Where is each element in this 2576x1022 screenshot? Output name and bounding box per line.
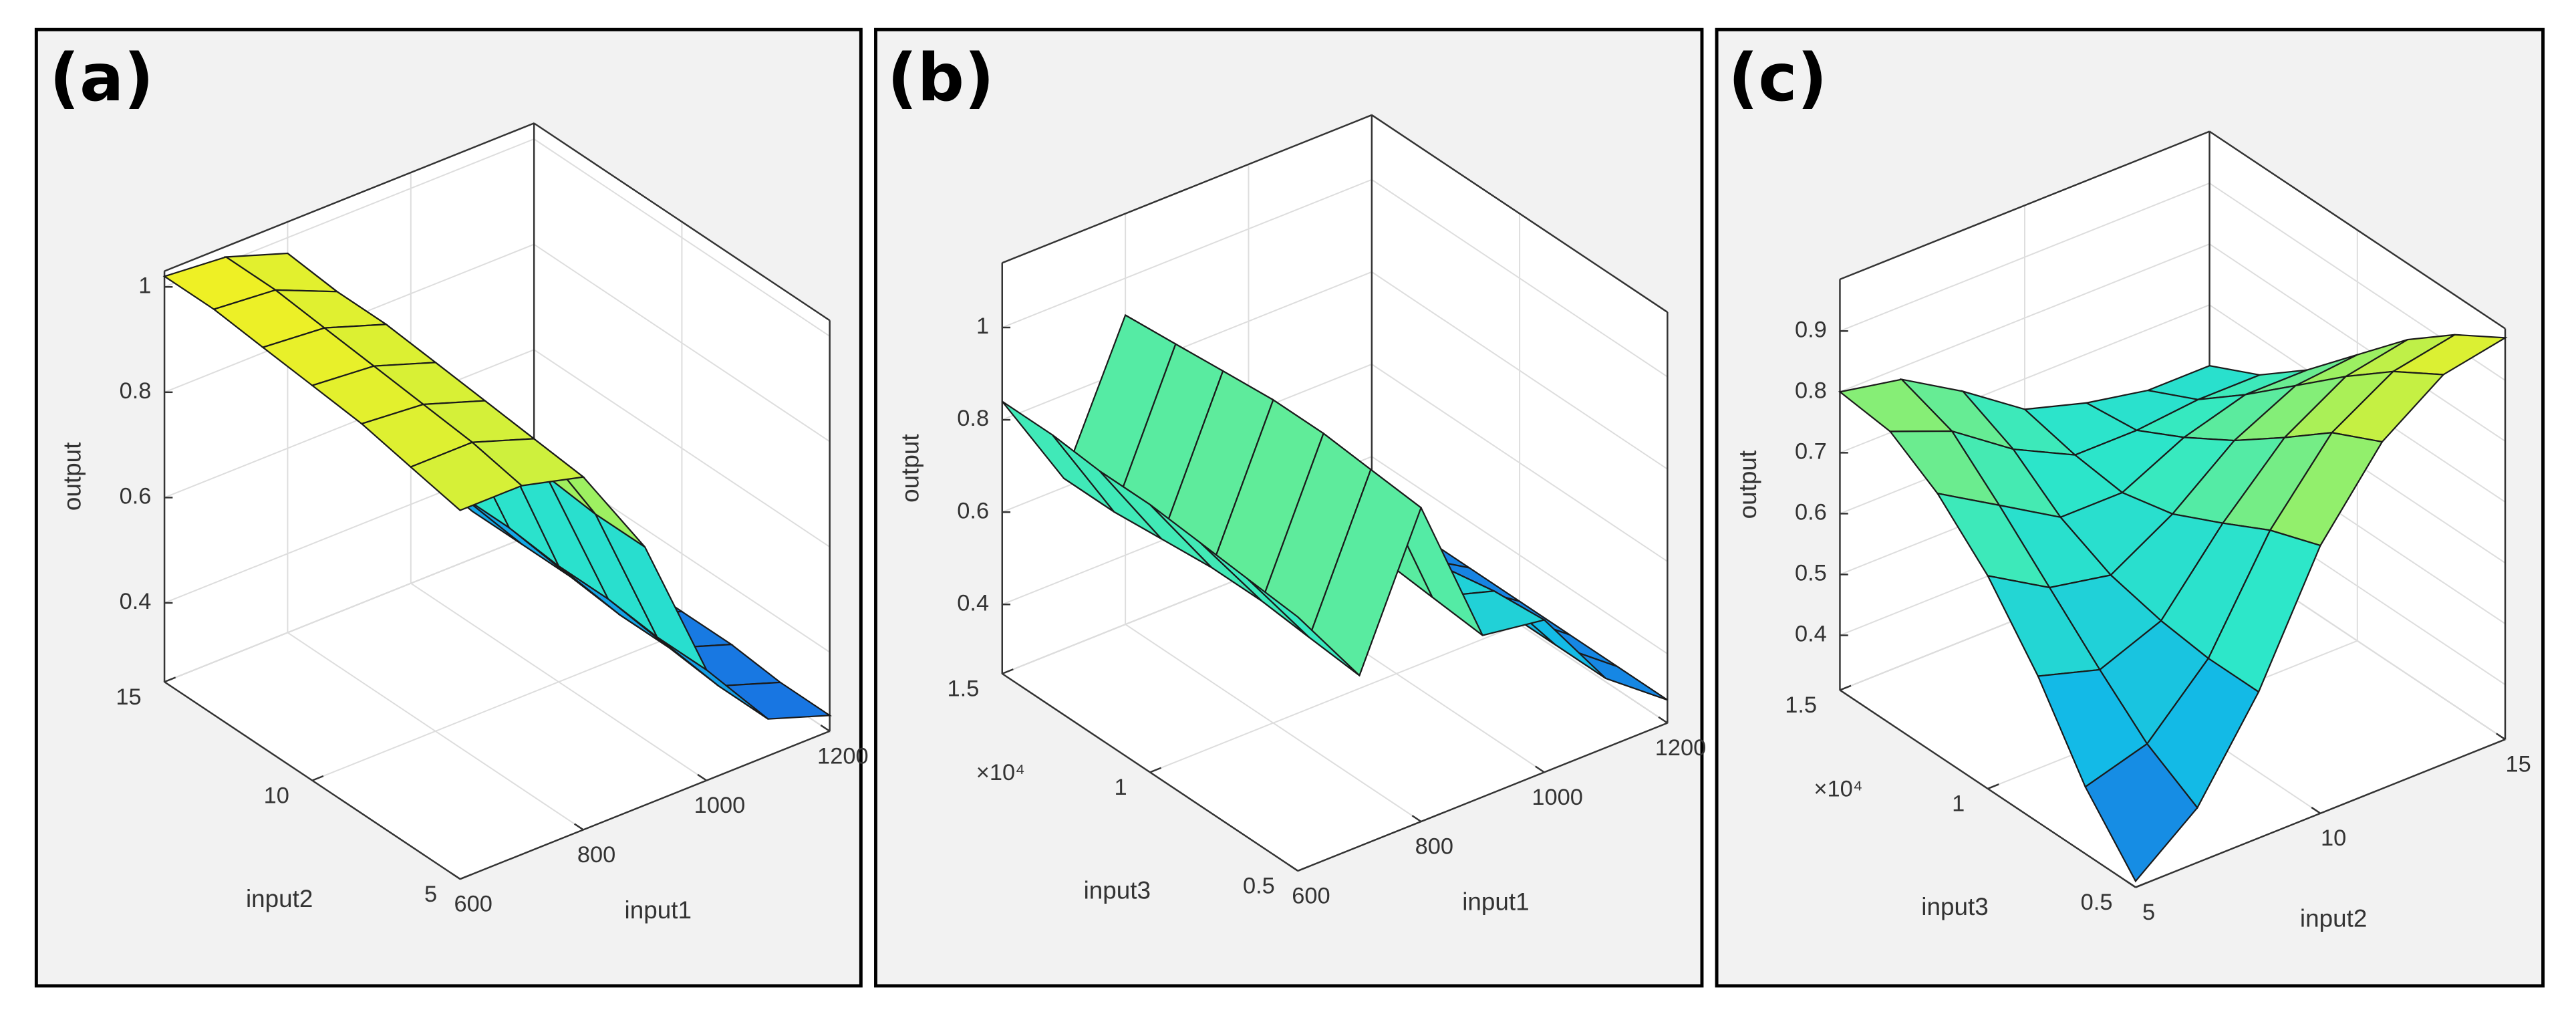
x-tick [573, 823, 584, 831]
panel-label: (b) [887, 40, 994, 116]
axis-line [1371, 114, 1669, 313]
x-tick-label: 1200 [817, 743, 869, 769]
y-axis-label: input3 [1921, 893, 1988, 920]
grid-line [164, 349, 535, 499]
panel-label: (c) [1728, 40, 1827, 116]
panel-label: (a) [49, 40, 154, 116]
x-tick [1411, 815, 1422, 823]
x-tick [1658, 716, 1669, 724]
z-tick-label: 0.6 [957, 498, 989, 523]
y-exponent: ×10⁴ [1814, 776, 1862, 801]
grid-line [1002, 271, 1373, 420]
z-tick-label: 0.5 [1795, 561, 1827, 586]
x-axis-label: input1 [625, 896, 692, 924]
x-tick-label: 1200 [1655, 735, 1707, 761]
z-tick-label: 0.4 [1795, 622, 1827, 647]
x-axis-label: input1 [1462, 888, 1529, 916]
y-tick-label: 1.5 [948, 676, 980, 702]
y-tick [164, 676, 176, 683]
y-tick-label: 0.5 [2081, 890, 2113, 915]
x-tick-label: 600 [1292, 883, 1330, 908]
x-tick-label: 10 [2321, 825, 2346, 851]
y-tick-label: 0.5 [1243, 874, 1275, 899]
x-tick [2496, 733, 2506, 741]
y-tick-label: 15 [116, 684, 141, 710]
y-tick-label: 1 [1952, 791, 1965, 817]
y-tick [1149, 767, 1162, 773]
x-tick [2311, 806, 2321, 814]
axis-line [533, 122, 831, 322]
surface-cell [409, 441, 523, 511]
axis-line [1002, 672, 1298, 872]
z-tick-label: 0.8 [1795, 378, 1827, 403]
x-tick-label: 600 [454, 892, 492, 917]
y-tick [1987, 783, 1999, 790]
x-axis-label: input2 [2300, 904, 2367, 932]
x-tick [820, 725, 831, 732]
z-tick-label: 0.8 [120, 378, 152, 404]
grid-line [1002, 178, 1373, 328]
y-axis-label: input3 [1084, 877, 1151, 904]
z-tick-label: 0.4 [120, 589, 152, 614]
surface-cell [1247, 578, 1361, 676]
z-tick-label: 0.4 [957, 590, 989, 616]
axis-line [2135, 739, 2506, 888]
axis-line [164, 681, 461, 880]
z-tick-label: 1 [976, 313, 989, 339]
z-tick-label: 0.6 [1795, 500, 1827, 525]
axis-line [1297, 722, 1668, 872]
axis-line [164, 122, 535, 272]
grid-line [164, 533, 535, 683]
z-axis-label: output [59, 442, 86, 511]
z-tick-label: 0.6 [120, 483, 152, 509]
y-tick [311, 775, 324, 781]
x-tick-label: 1000 [694, 793, 746, 818]
y-tick-label: 10 [264, 783, 289, 808]
axis-line [1002, 114, 1373, 264]
axis-line [1839, 130, 2210, 281]
x-tick-label: 1000 [1532, 785, 1583, 810]
y-exponent: ×10⁴ [976, 760, 1025, 785]
axis-line [1839, 689, 2136, 888]
y-tick-label: 1 [1114, 775, 1127, 800]
x-tick-label: 800 [1415, 834, 1453, 860]
y-tick [1002, 668, 1014, 675]
x-tick-label: 800 [577, 842, 615, 868]
z-tick-label: 1 [138, 273, 151, 298]
z-tick-label: 0.9 [1795, 317, 1827, 342]
axis-line [460, 730, 831, 880]
axis-line [2208, 130, 2506, 330]
grid-line [1149, 624, 1520, 773]
z-tick-label: 0.7 [1795, 438, 1827, 464]
y-tick-label: 1.5 [1785, 692, 1817, 718]
x-tick [697, 773, 707, 781]
grid-line [311, 632, 682, 781]
surface-cell [2084, 743, 2198, 883]
y-axis-label: input2 [246, 885, 313, 912]
z-axis-label: output [1734, 451, 1761, 519]
y-tick-label: 5 [424, 882, 437, 907]
z-axis-label: output [896, 434, 923, 502]
x-tick [1535, 765, 1545, 773]
z-tick-label: 0.8 [957, 406, 989, 431]
x-tick-label: 15 [2506, 752, 2531, 777]
y-tick [1839, 684, 1852, 691]
x-tick-label: 5 [2142, 900, 2155, 925]
